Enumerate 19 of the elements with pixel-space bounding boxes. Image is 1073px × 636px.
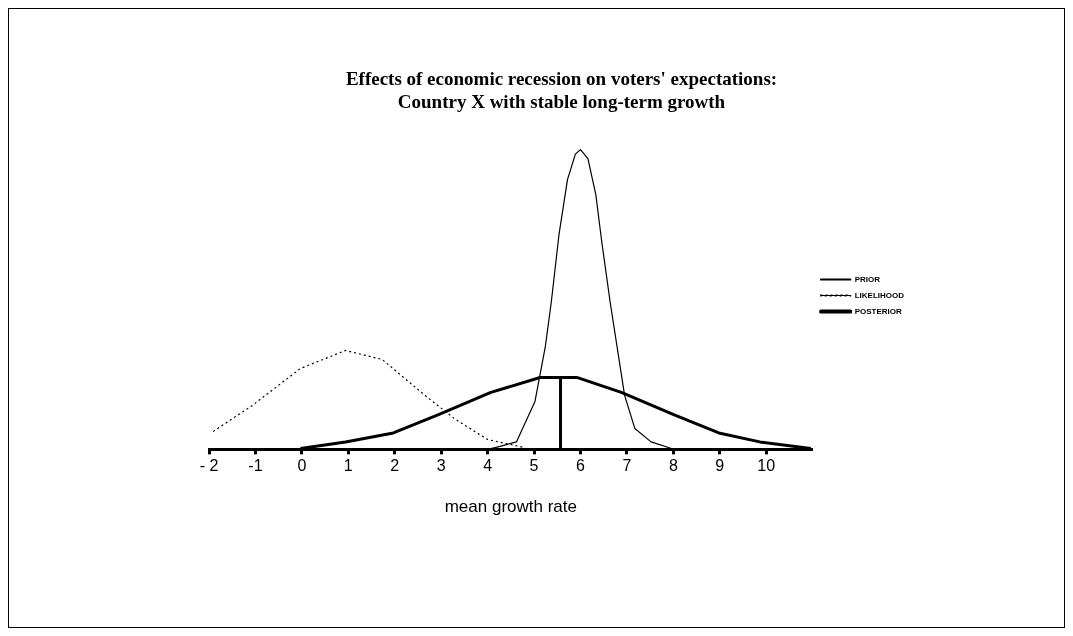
x-tick-label: 0 (297, 457, 307, 475)
x-tick-label: 8 (668, 457, 678, 475)
x-tick-label: 10 (757, 457, 776, 475)
x-tick-label: 5 (529, 457, 539, 475)
legend-label: PRIOR (854, 274, 881, 284)
legend-label: LIKELIHOOD (854, 290, 905, 300)
x-tick-label: -1 (248, 457, 263, 475)
text: Effects of economic recession on voters' expectations: (345, 68, 778, 90)
x-tick-label: 7 (622, 457, 632, 475)
x-tick-label: - 2 (199, 457, 219, 475)
x-axis-title: mean growth rate (444, 497, 577, 517)
x-tick-label: 3 (436, 457, 446, 475)
x-tick-label: 2 (390, 457, 400, 475)
legend-label: POSTERIOR (854, 306, 903, 316)
x-tick-label: 1 (343, 457, 353, 475)
x-tick-label: 6 (576, 457, 586, 475)
x-tick-label: 4 (483, 457, 493, 475)
text: Country X with stable long-term growth (397, 91, 726, 113)
x-tick-label: 9 (715, 457, 725, 475)
